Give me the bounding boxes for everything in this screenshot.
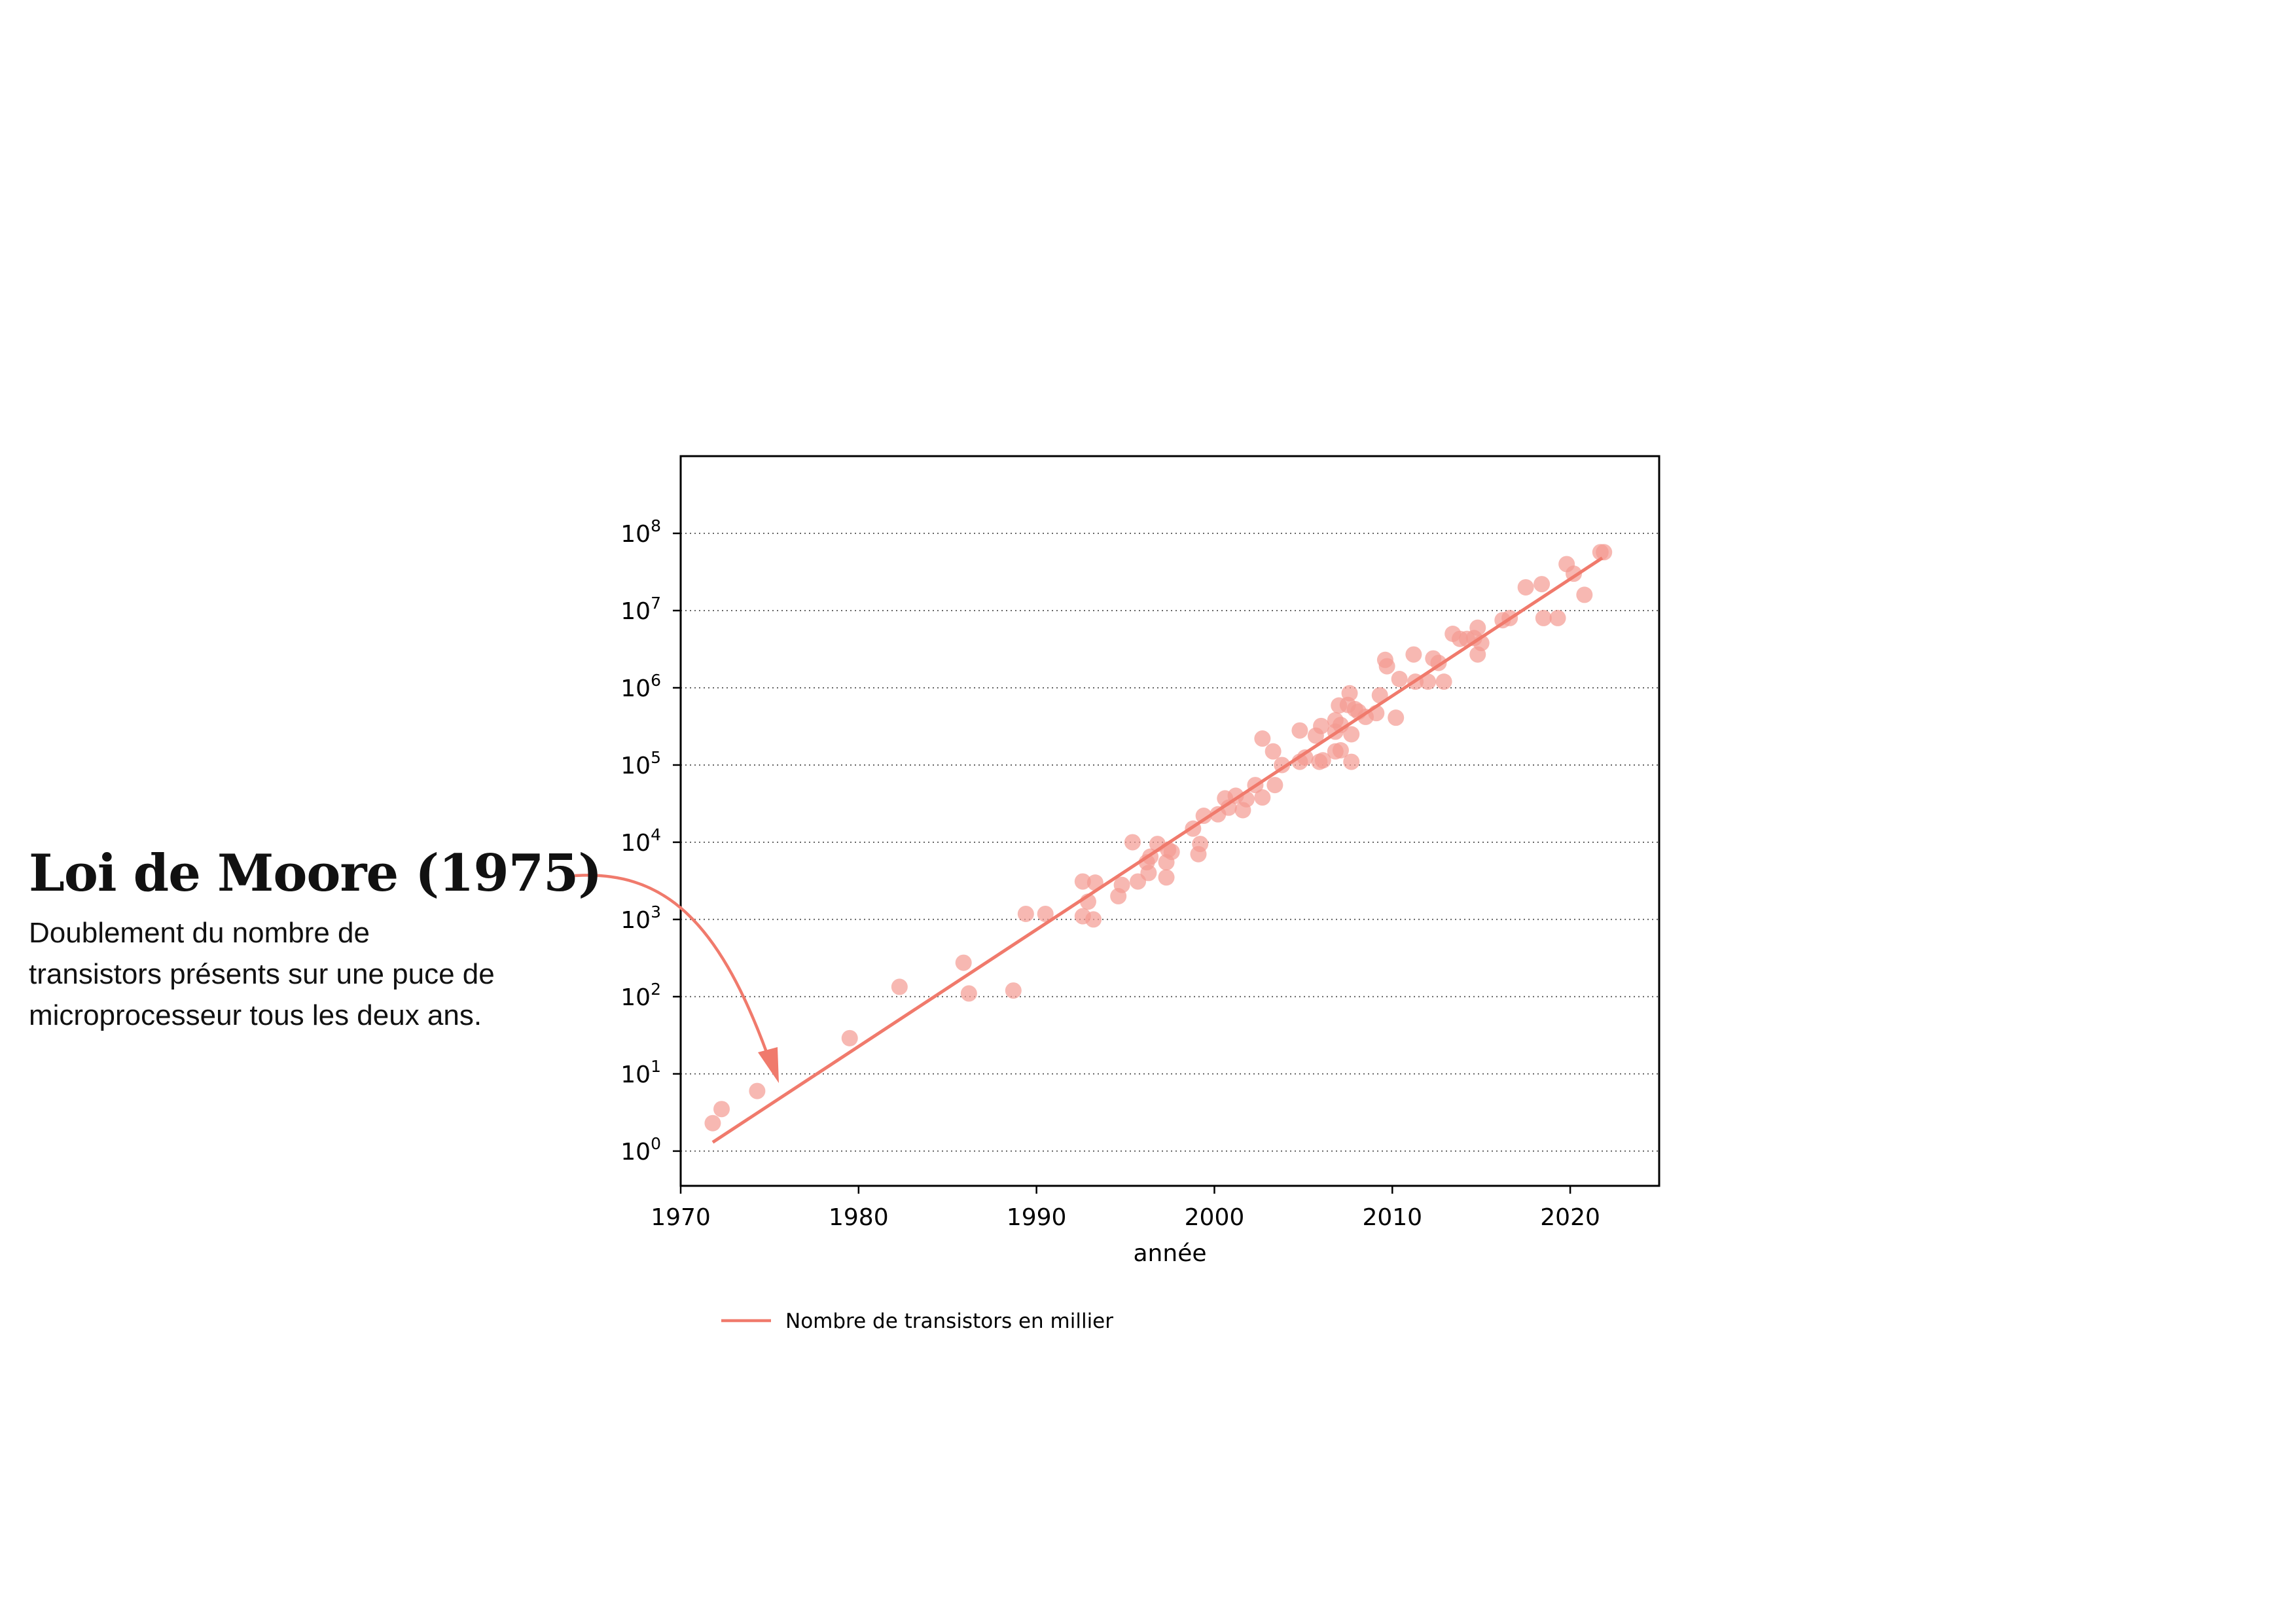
data-point bbox=[749, 1082, 766, 1099]
data-point bbox=[1341, 685, 1358, 702]
data-point bbox=[1158, 869, 1175, 886]
y-tick-label: 105 bbox=[620, 748, 661, 779]
data-point bbox=[1549, 609, 1566, 626]
annotation-body: Doublement du nombre de transistors prés… bbox=[29, 916, 495, 1031]
data-point bbox=[1291, 722, 1308, 739]
y-tick-label: 106 bbox=[620, 671, 661, 702]
data-point bbox=[1195, 808, 1212, 825]
data-point bbox=[1074, 873, 1091, 890]
data-point bbox=[1192, 836, 1209, 853]
y-tick-label: 102 bbox=[620, 980, 661, 1011]
data-point bbox=[1469, 619, 1486, 636]
arrow-head bbox=[758, 1047, 779, 1083]
data-point bbox=[891, 978, 908, 995]
arrow-curve bbox=[574, 874, 769, 1054]
data-point bbox=[1332, 742, 1349, 759]
data-point bbox=[1124, 834, 1141, 851]
y-tick-label: 101 bbox=[620, 1057, 661, 1088]
data-point bbox=[1517, 579, 1534, 596]
plot-frame bbox=[679, 455, 1660, 1187]
data-point bbox=[1388, 709, 1405, 726]
data-point bbox=[841, 1029, 858, 1046]
data-point bbox=[1405, 646, 1422, 663]
data-point bbox=[1254, 730, 1271, 747]
x-axis-title: année bbox=[1134, 1240, 1207, 1267]
data-point bbox=[960, 985, 977, 1002]
data-point bbox=[1332, 717, 1349, 734]
y-tick-label: 108 bbox=[620, 516, 661, 548]
annotation-arrow bbox=[574, 874, 779, 1083]
trend-line bbox=[711, 556, 1604, 1144]
x-tick-label: 2000 bbox=[1185, 1204, 1245, 1231]
data-point bbox=[1435, 673, 1452, 690]
data-point bbox=[713, 1101, 730, 1118]
annotation-title: Loi de Moore (1975) bbox=[29, 844, 602, 903]
data-point bbox=[1265, 743, 1282, 760]
data-point bbox=[1163, 844, 1180, 861]
data-point bbox=[955, 954, 972, 971]
trend-line-path bbox=[711, 556, 1604, 1144]
moore-law-annotation: Loi de Moore (1975) Doublement du nombre… bbox=[29, 846, 605, 1036]
x-tick-label: 1980 bbox=[829, 1204, 889, 1231]
y-tick-label: 103 bbox=[620, 902, 661, 934]
data-point bbox=[1113, 876, 1130, 893]
data-point bbox=[1314, 752, 1331, 769]
data-point bbox=[1313, 717, 1330, 734]
data-point bbox=[1297, 749, 1314, 766]
y-tick-label: 100 bbox=[620, 1134, 661, 1166]
data-point bbox=[1391, 671, 1408, 688]
data-point bbox=[1534, 576, 1551, 593]
data-point bbox=[1037, 905, 1054, 922]
data-point bbox=[1140, 865, 1157, 882]
x-tick-label: 1970 bbox=[651, 1204, 711, 1231]
legend-label: Nombre de transistors en millier bbox=[785, 1310, 1113, 1333]
data-point bbox=[1266, 777, 1283, 794]
y-tick-label: 107 bbox=[620, 594, 661, 625]
data-point bbox=[1576, 586, 1593, 603]
x-tick-label: 2020 bbox=[1540, 1204, 1600, 1231]
scatter-points bbox=[704, 544, 1613, 1132]
x-axis-ticks: 1970 1980 1990 2000 2010 2020 bbox=[651, 1186, 1600, 1231]
data-point bbox=[1343, 726, 1360, 743]
data-point bbox=[1371, 687, 1388, 704]
data-point bbox=[1343, 753, 1360, 770]
data-point bbox=[704, 1115, 721, 1132]
x-tick-label: 2010 bbox=[1362, 1204, 1422, 1231]
data-point bbox=[1085, 911, 1102, 928]
data-point bbox=[1535, 609, 1552, 626]
data-point bbox=[1017, 905, 1034, 922]
y-tick-label: 104 bbox=[620, 825, 661, 857]
data-point bbox=[1378, 658, 1395, 675]
legend[interactable]: Nombre de transistors en millier bbox=[721, 1310, 1113, 1333]
data-point bbox=[1596, 544, 1613, 561]
data-point bbox=[1420, 673, 1437, 690]
x-tick-label: 1990 bbox=[1007, 1204, 1067, 1231]
data-point bbox=[1005, 982, 1022, 999]
data-point bbox=[1254, 789, 1271, 806]
y-axis-ticks: 100 101 102 103 104 105 106 107 108 bbox=[620, 516, 681, 1166]
data-point bbox=[1220, 799, 1237, 816]
